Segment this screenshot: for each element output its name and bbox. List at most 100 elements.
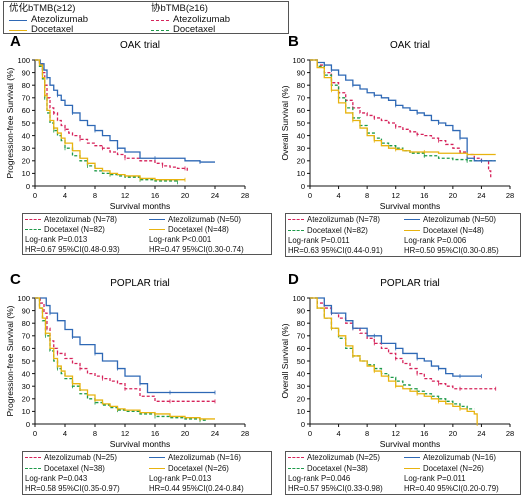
x-tick-label: 28 [241, 191, 249, 200]
y-tick-label: 100 [17, 294, 30, 303]
stat-swatch [288, 219, 304, 221]
x-axis-label: Survival months [110, 439, 170, 449]
y-tick-label: 40 [297, 369, 305, 378]
legend-swatch-doce-low [151, 29, 169, 31]
y-tick-label: 0 [301, 420, 305, 429]
y-tick-label: 90 [22, 68, 30, 77]
x-tick-label: 8 [93, 429, 97, 438]
stat-swatch [288, 457, 304, 459]
x-tick-label: 4 [336, 191, 340, 200]
y-tick-label: 10 [297, 407, 305, 416]
stat-lo-hr: HR=0.58 95%CI(0.35-0.97) [25, 484, 120, 493]
y-tick-label: 20 [297, 395, 305, 404]
stat-hi-pvalue: Log-rank P=0.011 [404, 474, 466, 483]
x-tick-label: 24 [477, 191, 485, 200]
x-tick-label: 4 [336, 429, 340, 438]
stat-hi-atezo-label: Atezolizumab (N=16) [168, 453, 242, 462]
panel-title: OAK trial [390, 40, 430, 51]
stat-hi-atezo-label: Atezolizumab (N=50) [423, 215, 497, 224]
stat-lo-hr: HR=0.57 95%CI(0.33-0.98) [288, 484, 383, 493]
legend-label-atezo-low: Atezolizumab [173, 14, 231, 25]
x-tick-label: 20 [449, 191, 457, 200]
stat-swatch [288, 230, 304, 232]
stat-hi-doce: Docetaxel (N=26) [404, 464, 484, 473]
legend-label-atezo-high: Atezolizumab [31, 14, 89, 25]
x-tick-label: 28 [241, 429, 249, 438]
panel-letter: A [10, 33, 21, 50]
y-tick-label: 80 [297, 319, 305, 328]
panel-letter: C [10, 271, 21, 288]
survival-curve-lo-doce [35, 297, 208, 421]
panel-title: POPLAR trial [380, 278, 439, 289]
survival-curve-hi-doce [35, 59, 185, 181]
stat-lo-atezo: Atezolizumab (N=78) [288, 215, 380, 224]
survival-curve-lo-doce [310, 59, 496, 162]
y-tick-label: 80 [297, 81, 305, 90]
stat-lo-atezo: Atezolizumab (N=25) [25, 453, 117, 462]
stat-lo-doce: Docetaxel (N=38) [25, 464, 105, 473]
stat-lo-doce-label: Docetaxel (N=82) [307, 226, 368, 235]
legend-swatch-doce-high [9, 29, 27, 31]
stat-lo-doce-label: Docetaxel (N=38) [307, 464, 368, 473]
stat-swatch [25, 219, 41, 221]
y-tick-label: 50 [22, 357, 30, 366]
x-tick-label: 28 [506, 191, 514, 200]
x-tick-label: 0 [33, 191, 37, 200]
stat-hi-hr: HR=0.44 95%CI(0.24-0.84) [149, 484, 244, 493]
stat-hi-atezo-label: Atezolizumab (N=50) [168, 215, 242, 224]
stat-hi-doce: Docetaxel (N=48) [149, 225, 229, 234]
y-tick-label: 10 [297, 169, 305, 178]
stat-hi-doce: Docetaxel (N=48) [404, 226, 484, 235]
stat-lo-atezo: Atezolizumab (N=25) [288, 453, 380, 462]
y-tick-label: 40 [297, 131, 305, 140]
x-tick-label: 20 [181, 429, 189, 438]
stat-swatch [288, 468, 304, 470]
x-tick-label: 12 [392, 191, 400, 200]
stat-hi-atezo: Atezolizumab (N=16) [404, 453, 496, 462]
y-tick-label: 20 [22, 395, 30, 404]
stat-lo-pvalue: Log-rank P=0.046 [288, 474, 351, 483]
stat-swatch [149, 229, 165, 231]
survival-curve-hi-atezo [35, 59, 215, 163]
panel-letter: B [288, 33, 299, 50]
survival-curve-lo-atezo [35, 59, 188, 171]
x-tick-label: 28 [506, 429, 514, 438]
y-tick-label: 60 [297, 344, 305, 353]
stat-hi-hr: HR=0.50 95%CI(0.30-0.85) [404, 246, 499, 255]
y-tick-label: 70 [22, 94, 30, 103]
legend-item-atezo-high: Atezolizumab [9, 15, 88, 25]
y-tick-label: 80 [22, 319, 30, 328]
y-tick-label: 70 [22, 332, 30, 341]
y-axis-label: Progression-free Survival (%) [5, 67, 15, 178]
stat-swatch [404, 219, 420, 221]
stat-hi-pvalue: Log-rank P=0.006 [404, 236, 467, 245]
y-tick-label: 0 [26, 182, 30, 191]
y-tick-label: 90 [22, 306, 30, 315]
y-tick-label: 50 [22, 119, 30, 128]
x-tick-label: 8 [93, 191, 97, 200]
stat-lo-doce: Docetaxel (N=82) [288, 226, 368, 235]
x-axis-label: Survival months [380, 201, 440, 211]
legend-item-doce-high: Docetaxel [9, 25, 88, 35]
survival-curve-lo-atezo [35, 297, 215, 402]
stat-swatch [149, 468, 165, 470]
x-tick-label: 12 [392, 429, 400, 438]
y-tick-label: 40 [22, 131, 30, 140]
y-tick-label: 0 [26, 420, 30, 429]
y-tick-label: 90 [297, 68, 305, 77]
legend-left-title: 优化bTMB(≥12) [9, 3, 76, 14]
x-axis-label: Survival months [110, 201, 170, 211]
panel-letter: D [288, 271, 299, 288]
y-tick-label: 30 [297, 382, 305, 391]
y-tick-label: 20 [297, 157, 305, 166]
y-tick-label: 100 [292, 56, 305, 65]
y-tick-label: 30 [297, 144, 305, 153]
x-tick-label: 24 [211, 191, 219, 200]
survival-curve-hi-atezo [310, 59, 496, 162]
stat-lo-doce-label: Docetaxel (N=38) [44, 464, 105, 473]
x-tick-label: 0 [308, 191, 312, 200]
stat-lo-doce: Docetaxel (N=38) [288, 464, 368, 473]
x-tick-label: 0 [308, 429, 312, 438]
survival-curve-lo-doce [35, 59, 179, 183]
